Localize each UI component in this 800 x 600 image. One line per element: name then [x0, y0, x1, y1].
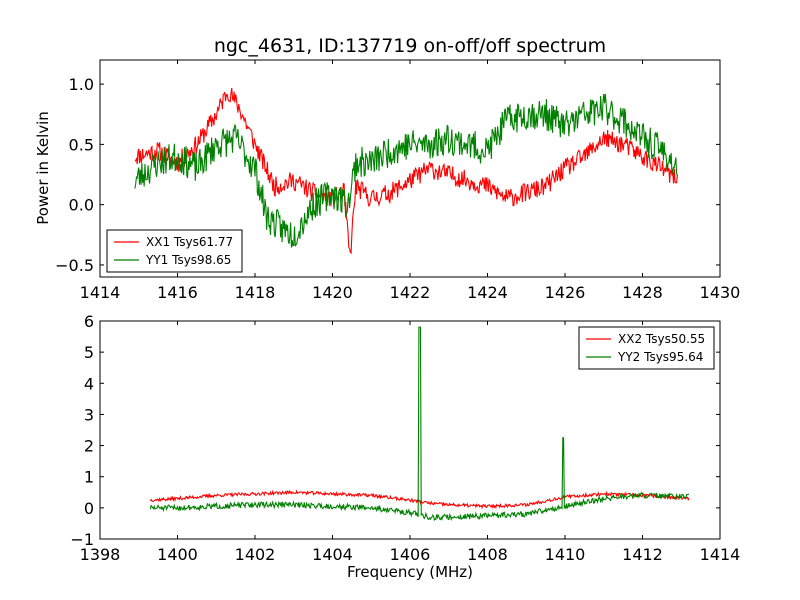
y-tick-label: 1.0 — [69, 75, 94, 94]
bottom-panel-plot-area — [149, 326, 690, 522]
top-panel-ticks: 1414 1416 1418 1420 1422 1424 1426 1428 1430 −0.5… — [55, 60, 740, 302]
x-tick-label: 1418 — [235, 283, 276, 302]
series-line-top-0 — [134, 87, 678, 255]
top-panel-ylabel: Power in Kelvin — [34, 111, 52, 225]
y-tick-label: 0.5 — [69, 135, 94, 154]
x-tick-label: 1430 — [700, 283, 741, 302]
y-tick-label: 0.0 — [69, 196, 94, 215]
bottom-panel-xlabel: Frequency (MHz) — [347, 563, 473, 581]
y-tick-label: 3 — [84, 405, 94, 424]
x-tick-label: 1416 — [157, 283, 198, 302]
y-tick-label: −1 — [70, 530, 94, 549]
bottom-panel-legend: XX2 Tsys50.55 YY2 Tsys95.64 — [578, 326, 715, 370]
x-tick-label: 1424 — [467, 283, 508, 302]
x-tick-label: 1398 — [80, 545, 121, 564]
x-tick-label: 1428 — [622, 283, 663, 302]
x-tick-label: 1402 — [235, 545, 276, 564]
bottom-panel: 1398 1400 1402 1404 1406 1408 1410 1412 1414 −1 0 1… — [70, 312, 740, 581]
y-tick-label: −0.5 — [55, 256, 94, 275]
series-line-top-1 — [134, 93, 678, 248]
legend-box — [106, 229, 243, 273]
legend-label: YY2 Tsys95.64 — [617, 350, 703, 364]
y-tick-label: 4 — [84, 374, 94, 393]
bottom-panel-ticks: 1398 1400 1402 1404 1406 1408 1410 1412 1414 −1 0 1… — [70, 312, 740, 564]
x-tick-label: 1404 — [312, 545, 353, 564]
legend-label: XX1 Tsys61.77 — [146, 235, 233, 249]
y-tick-label: 2 — [84, 437, 94, 456]
series-line-bottom-1 — [149, 326, 690, 522]
series-line-bottom-0 — [149, 489, 690, 510]
x-tick-label: 1426 — [545, 283, 586, 302]
chart-title: ngc_4631, ID:137719 on-off/off spectrum — [214, 35, 606, 57]
top-panel: 1414 1416 1418 1420 1422 1424 1426 1428 1430 −0.5… — [34, 59, 740, 302]
legend-label: YY1 Tsys98.65 — [145, 253, 231, 267]
y-tick-label: 1 — [84, 468, 94, 487]
legend-box — [578, 326, 715, 370]
top-panel-legend: XX1 Tsys61.77 YY1 Tsys98.65 — [106, 229, 243, 273]
x-tick-label: 1408 — [467, 545, 508, 564]
x-tick-label: 1414 — [700, 545, 741, 564]
x-tick-label: 1412 — [622, 545, 663, 564]
x-tick-label: 1406 — [390, 545, 431, 564]
y-tick-label: 5 — [84, 343, 94, 362]
legend-label: XX2 Tsys50.55 — [618, 332, 705, 346]
y-tick-label: 6 — [84, 312, 94, 331]
x-tick-label: 1422 — [390, 283, 431, 302]
x-tick-label: 1400 — [157, 545, 198, 564]
top-panel-plot-area — [134, 87, 678, 255]
x-tick-label: 1420 — [312, 283, 353, 302]
y-tick-label: 0 — [84, 499, 94, 518]
x-tick-label: 1410 — [545, 545, 586, 564]
x-tick-label: 1414 — [80, 283, 121, 302]
